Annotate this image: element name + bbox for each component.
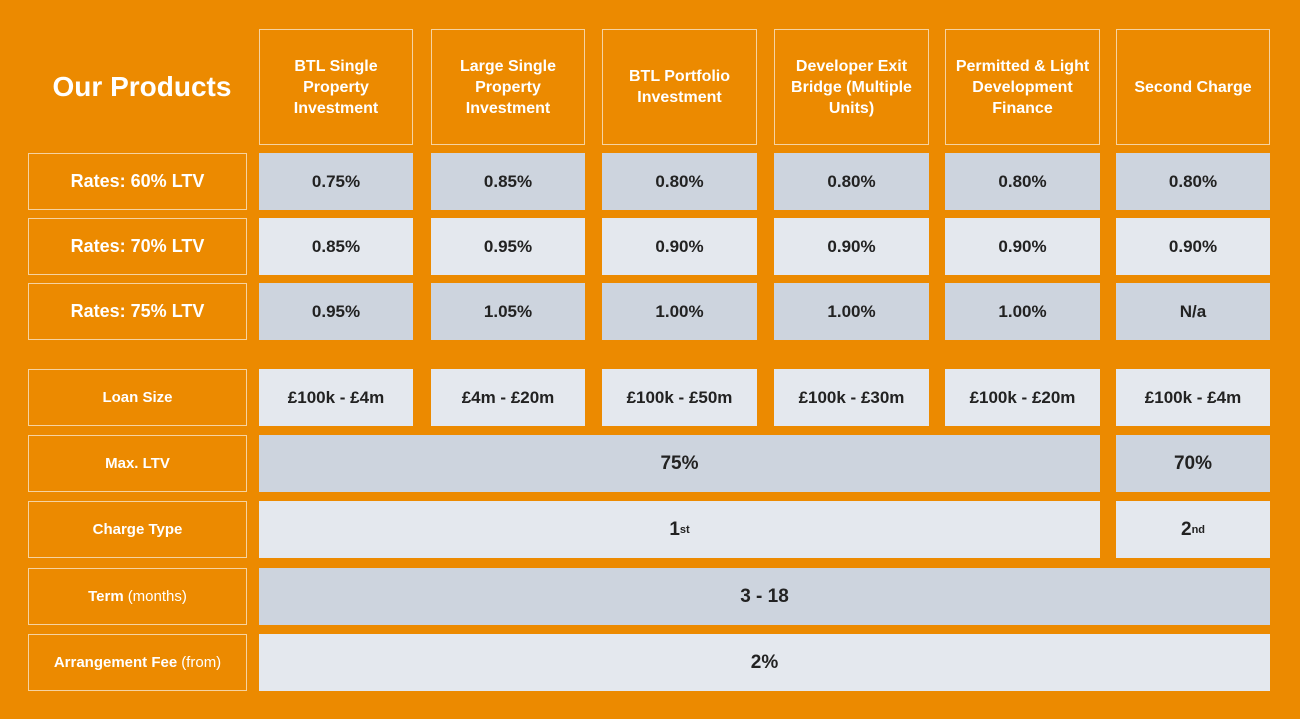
row-label: Rates: 70% LTV [28,218,247,275]
charge-type-suffix: st [679,523,690,536]
rate-cell: 0.80% [602,153,757,210]
loan-size-cell: £100k - £4m [1116,369,1270,426]
product-header: Second Charge [1116,29,1270,145]
rate-cell: 0.95% [431,218,585,275]
charge-type-value: 1 [669,518,680,540]
charge-type-value: 2 [1180,518,1192,540]
rate-cell: 1.00% [602,283,757,340]
rate-cell: 0.80% [774,153,929,210]
fee-label: Arrangement Fee [53,654,178,671]
loan-size-cell: £100k - £30m [774,369,929,426]
row-label: Charge Type [28,501,247,558]
product-header: BTL Single Property Investment [259,29,413,145]
rate-cell: 0.80% [1116,153,1270,210]
charge-type-suffix: nd [1191,523,1206,536]
row-label: Arrangement Fee (from) [28,634,247,691]
row-label: Term (months) [28,568,247,625]
max-ltv-second-cell: 70% [1116,435,1270,492]
row-label: Loan Size [28,369,247,426]
rate-cell: 0.90% [774,218,929,275]
rate-cell: 0.85% [431,153,585,210]
fee-qualifier: (from) [181,654,222,671]
row-label: Max. LTV [28,435,247,492]
product-header: Large Single Property Investment [431,29,585,145]
rate-cell: 0.90% [945,218,1100,275]
product-header: Permitted & Light Development Finance [945,29,1100,145]
loan-size-cell: £100k - £50m [602,369,757,426]
max-ltv-cell: 75% [259,435,1100,492]
rate-cell: 0.75% [259,153,413,210]
product-header: BTL Portfolio Investment [602,29,757,145]
rate-cell: 0.80% [945,153,1100,210]
term-unit: (months) [127,588,187,605]
row-label: Rates: 75% LTV [28,283,247,340]
rate-cell: 0.90% [1116,218,1270,275]
rate-cell: 1.00% [774,283,929,340]
rate-cell: 1.05% [431,283,585,340]
page-title: Our Products [52,71,232,102]
term-label: Term [88,588,124,605]
row-label: Rates: 60% LTV [28,153,247,210]
product-header: Developer Exit Bridge (Multiple Units) [774,29,929,145]
term-cell: 3 - 18 [259,568,1270,625]
rate-cell: 0.85% [259,218,413,275]
rate-cell: 0.90% [602,218,757,275]
rate-cell: 0.95% [259,283,413,340]
loan-size-cell: £4m - £20m [431,369,585,426]
loan-size-cell: £100k - £4m [259,369,413,426]
loan-size-cell: £100k - £20m [945,369,1100,426]
fee-cell: 2% [259,634,1270,691]
rate-cell: N/a [1116,283,1270,340]
rate-cell: 1.00% [945,283,1100,340]
